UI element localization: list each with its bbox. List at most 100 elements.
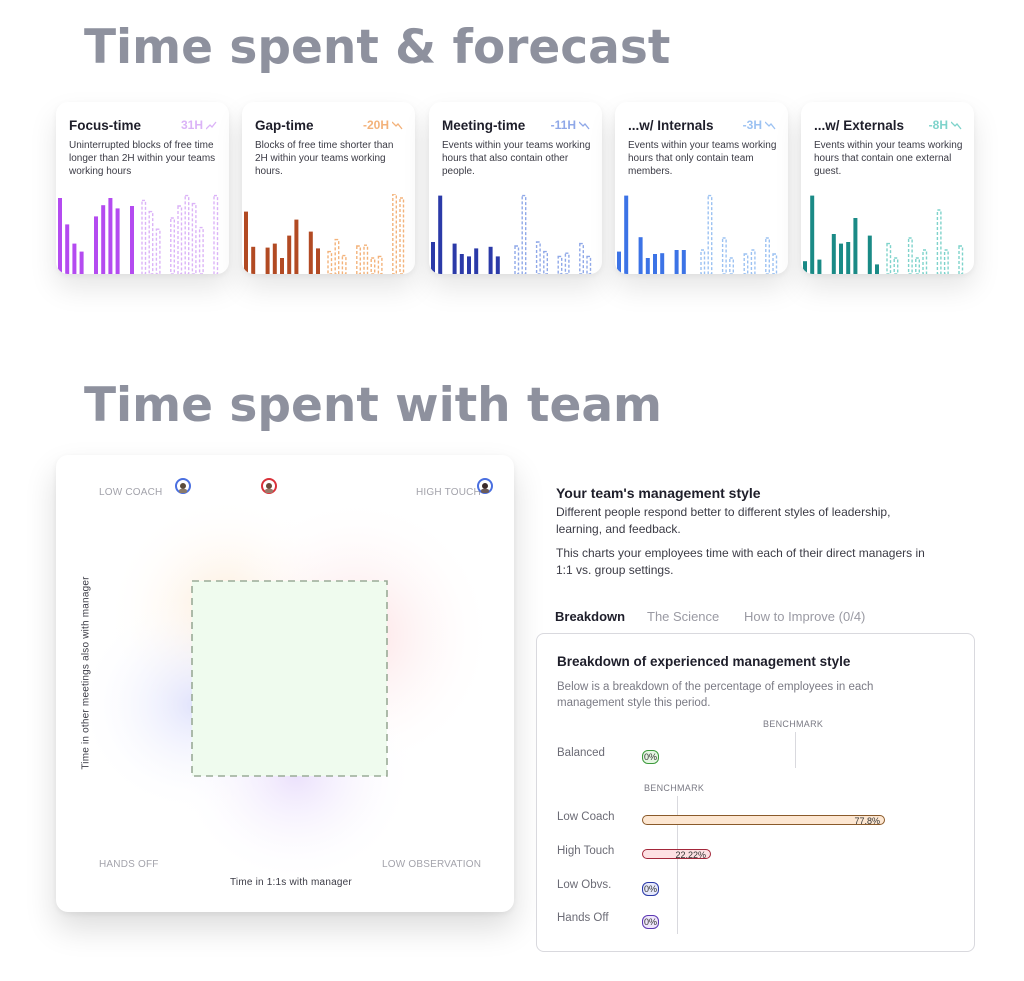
forecast-bar [750, 249, 756, 274]
management-style-title: Your team's management style [556, 485, 761, 501]
actual-bar [251, 246, 256, 274]
forecast-bar [356, 245, 362, 274]
trend-up-icon [205, 121, 217, 130]
breakdown-value: 0% [642, 882, 660, 896]
balanced-zone [191, 580, 388, 777]
forecast-bar [198, 226, 204, 274]
card-delta: -8H [929, 118, 962, 132]
breakdown-desc: Below is a breakdown of the percentage o… [557, 681, 874, 709]
forecast-bar [184, 194, 190, 274]
forecast-section-title: Time spent & forecast [84, 20, 671, 75]
metric-card[interactable]: ...w/ Internals -3H Events within your tea… [615, 102, 788, 274]
forecast-bar [191, 202, 197, 274]
forecast-bar [155, 228, 161, 274]
actual-bar [65, 224, 70, 274]
trend-down-icon [764, 121, 776, 130]
card-delta: -3H [743, 118, 776, 132]
actual-bar [839, 243, 843, 274]
card-delta: -11H [551, 118, 590, 132]
employee-avatar[interactable] [261, 478, 277, 494]
actual-bar [653, 254, 657, 274]
metric-card[interactable]: ...w/ Externals -8H Events within your tea… [801, 102, 974, 274]
tab-breakdown[interactable]: Breakdown [555, 609, 626, 624]
benchmark-label: BENCHMARK [763, 719, 824, 729]
card-delta-value: -20H [362, 118, 389, 132]
metric-card[interactable]: Focus-time 31H Uninterrupted blocks of fre… [56, 102, 229, 274]
tab-the-science[interactable]: The Science [647, 609, 720, 624]
breakdown-panel: Breakdown of experienced management styl… [536, 633, 975, 952]
actual-bar [280, 258, 284, 274]
actual-bar [875, 264, 879, 274]
forecast-bar [363, 244, 369, 274]
actual-bar [638, 237, 643, 274]
actual-bar [645, 258, 650, 274]
forecast-bar [341, 254, 347, 274]
actual-bar [467, 256, 471, 274]
actual-bar [681, 250, 686, 274]
forecast-bar [564, 252, 570, 274]
benchmark-line [795, 732, 796, 768]
forecast-bar [392, 194, 398, 274]
forecast-bar [707, 194, 713, 274]
actual-bar [488, 246, 493, 274]
breakdown-value: 0% [642, 915, 660, 929]
forecast-bar [148, 210, 154, 274]
actual-bar [94, 216, 98, 274]
actual-bar [459, 254, 464, 274]
employee-avatar[interactable] [175, 478, 191, 494]
card-description: Events within your teams working hours t… [814, 140, 963, 177]
row-label-low-coach: Low Coach [557, 811, 615, 823]
breakdown-bar-empty: 0% [642, 882, 660, 896]
actual-bar [617, 251, 621, 274]
card-title: Meeting-time [442, 118, 526, 133]
quadrant-glow [76, 495, 496, 885]
actual-bar [244, 211, 248, 274]
forecast-bar [915, 257, 921, 274]
forecast-bar [936, 209, 942, 274]
card-delta-value: 31H [180, 118, 203, 132]
forecast-bar [213, 194, 219, 274]
card-bar-chart [244, 194, 405, 274]
row-label-balanced: Balanced [557, 747, 605, 759]
forecast-bar [334, 238, 340, 274]
actual-bar [803, 261, 807, 274]
breakdown-bar-empty: 0% [642, 915, 660, 929]
row-label-low-obvs: Low Obvs. [557, 879, 612, 891]
metric-card[interactable]: Meeting-time -11H Events within your teams… [429, 102, 602, 274]
management-style-desc: Different people respond better to diffe… [556, 505, 891, 536]
actual-bar [660, 253, 665, 274]
forecast-bar [557, 255, 563, 274]
actual-bar [438, 195, 443, 274]
forecast-bar [327, 250, 333, 274]
metric-card[interactable]: Gap-time -20H Blocks of free time shorter … [242, 102, 415, 274]
actual-bar [810, 195, 815, 274]
card-bar-chart [58, 194, 219, 274]
forecast-bar [586, 255, 592, 274]
actual-bar [130, 206, 134, 274]
actual-bar [674, 250, 679, 274]
card-bar-chart [803, 195, 964, 274]
y-axis-label: Time in other meetings also with manager [80, 576, 92, 770]
forecast-bar [521, 194, 527, 274]
card-bar-chart [431, 194, 592, 274]
forecast-bar [943, 249, 949, 274]
forecast-bar [907, 237, 913, 274]
x-axis-label: Time in 1:1s with manager [230, 877, 352, 888]
actual-bar [452, 243, 457, 274]
actual-bar [867, 235, 872, 274]
trend-down-icon [391, 121, 403, 130]
trend-down-icon [578, 121, 590, 130]
forecast-bar [141, 199, 147, 274]
actual-bar [817, 259, 822, 274]
employee-avatar[interactable] [477, 478, 493, 494]
card-delta-value: -8H [928, 118, 948, 132]
team-section-title: Time spent with team [84, 378, 663, 433]
actual-bar [495, 256, 500, 274]
forecast-bar [729, 257, 735, 274]
actual-bar [101, 205, 106, 274]
tab-how-to-improve[interactable]: How to Improve (0/4) [744, 609, 866, 624]
forecast-bar [743, 253, 749, 274]
forecast-bar [535, 241, 541, 274]
forecast-bar [765, 237, 771, 274]
breakdown-value: 0% [642, 750, 660, 764]
